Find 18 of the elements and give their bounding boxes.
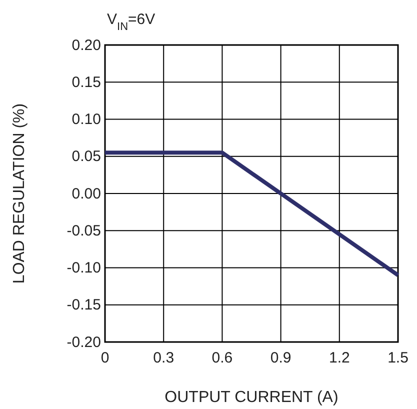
text: V$_{IN}$=6V [107, 11, 156, 33]
y-tick-label: 0.10 [72, 111, 101, 128]
x-tick-label: 1.2 [328, 350, 350, 367]
y-tick-label: 0.05 [72, 148, 101, 166]
x-tick-label: 0.6 [212, 350, 233, 367]
y-tick-label: 0.20 [72, 36, 101, 54]
x-axis-title: OUTPUT CURRENT (A) [164, 389, 338, 406]
x-tick-label: 0.3 [153, 350, 174, 367]
y-axis-title: LOAD REGULATION (%) [11, 103, 28, 284]
y-tick-label: 0.00 [72, 185, 101, 202]
x-tick-label: 1.5 [388, 350, 408, 367]
y-tick-label: -0.20 [66, 334, 101, 351]
x-tick-label: 0 [100, 350, 110, 367]
y-tick-label: -0.10 [66, 260, 101, 277]
x-tick-label: 0.9 [270, 350, 292, 367]
y-tick-label: -0.15 [66, 296, 101, 314]
y-tick-label: -0.05 [66, 222, 101, 240]
y-tick-label: 0.15 [72, 74, 101, 91]
